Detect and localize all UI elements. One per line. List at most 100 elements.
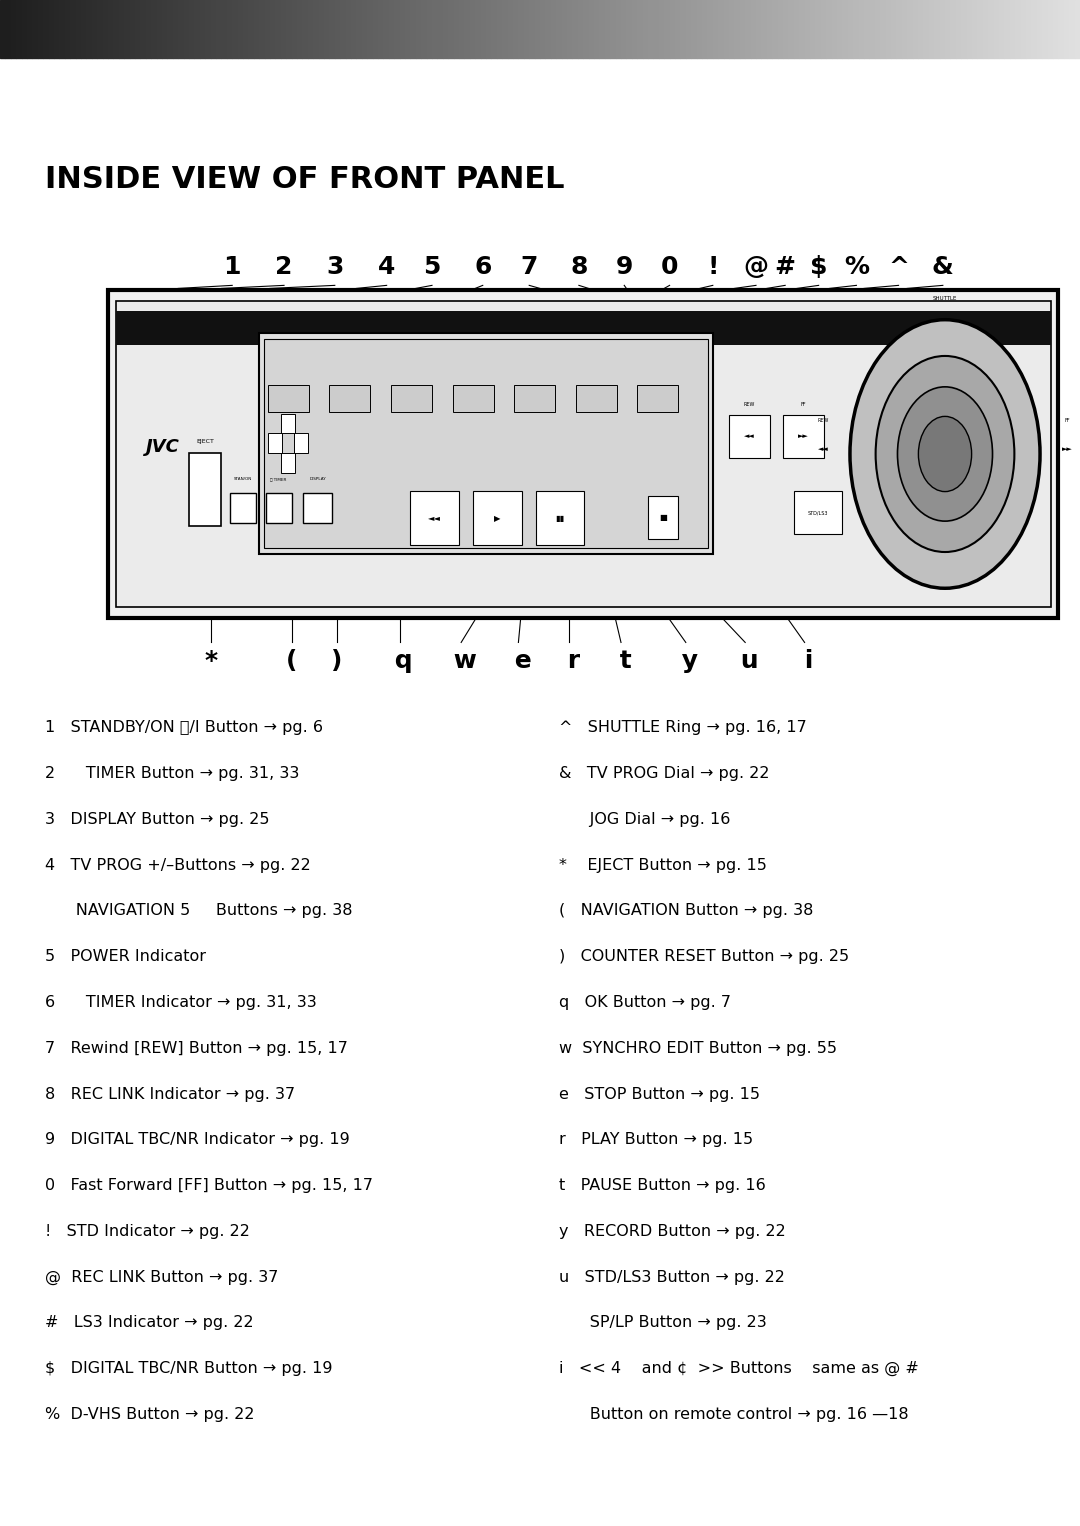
Bar — [670, 0, 675, 58]
Text: q: q — [387, 649, 413, 673]
Bar — [859, 0, 864, 58]
Text: ◄◄: ◄◄ — [818, 447, 828, 452]
Text: 7   Rewind [REW] Button → pg. 15, 17: 7 Rewind [REW] Button → pg. 15, 17 — [45, 1041, 348, 1056]
Bar — [842, 0, 848, 58]
Text: w  SYNCHRO EDIT Button → pg. 55: w SYNCHRO EDIT Button → pg. 55 — [559, 1041, 837, 1056]
Bar — [643, 0, 648, 58]
Bar — [637, 0, 643, 58]
Bar — [972, 0, 977, 58]
Bar — [194, 0, 200, 58]
Bar — [1058, 0, 1064, 58]
Bar — [508, 0, 513, 58]
Bar — [157, 0, 162, 58]
Bar — [103, 0, 108, 58]
Bar — [76, 0, 81, 58]
Bar — [610, 0, 616, 58]
Bar — [151, 0, 157, 58]
Bar — [535, 0, 540, 58]
Text: i: i — [796, 649, 813, 673]
Text: 5   POWER Indicator: 5 POWER Indicator — [45, 949, 206, 964]
Bar — [702, 0, 707, 58]
Bar — [832, 0, 837, 58]
Bar — [583, 0, 589, 58]
Bar — [913, 0, 918, 58]
Bar — [405, 0, 410, 58]
Bar — [967, 0, 972, 58]
Bar — [1026, 0, 1031, 58]
Text: 1: 1 — [224, 255, 241, 279]
Text: ■: ■ — [659, 513, 667, 522]
Bar — [502, 0, 508, 58]
Text: STAN/ON: STAN/ON — [234, 476, 252, 481]
Bar — [616, 0, 621, 58]
Bar — [923, 0, 929, 58]
Text: y   RECORD Button → pg. 22: y RECORD Button → pg. 22 — [559, 1224, 786, 1239]
Bar — [497, 0, 502, 58]
Bar — [945, 0, 950, 58]
Text: 6      TIMER Indicator → pg. 31, 33: 6 TIMER Indicator → pg. 31, 33 — [45, 995, 318, 1010]
Bar — [1021, 0, 1026, 58]
Bar — [751, 0, 756, 58]
Bar — [556, 0, 562, 58]
Bar — [416, 0, 421, 58]
Bar — [707, 0, 713, 58]
Bar — [805, 0, 810, 58]
Bar — [410, 0, 416, 58]
Bar — [632, 0, 637, 58]
Text: ▶: ▶ — [494, 514, 501, 522]
Bar — [394, 0, 400, 58]
Text: !   STD Indicator → pg. 22: ! STD Indicator → pg. 22 — [45, 1224, 251, 1239]
Bar — [956, 0, 961, 58]
Bar — [173, 0, 178, 58]
Bar — [1010, 0, 1015, 58]
Bar — [626, 0, 632, 58]
Bar — [470, 0, 475, 58]
Bar — [513, 0, 518, 58]
Text: 8   REC LINK Indicator → pg. 37: 8 REC LINK Indicator → pg. 37 — [45, 1087, 296, 1102]
Bar — [65, 0, 70, 58]
Text: &: & — [932, 255, 954, 279]
Bar — [934, 0, 940, 58]
Bar — [529, 0, 535, 58]
Bar — [189, 453, 221, 526]
Bar — [281, 0, 286, 58]
Bar — [266, 493, 292, 523]
Bar — [146, 0, 151, 58]
Bar — [621, 0, 626, 58]
Bar — [427, 0, 432, 58]
Text: FF: FF — [1064, 418, 1070, 424]
Circle shape — [897, 388, 993, 522]
Text: (   NAVIGATION Button → pg. 38: ( NAVIGATION Button → pg. 38 — [559, 903, 814, 919]
Bar — [22, 0, 27, 58]
Bar — [421, 0, 427, 58]
Bar — [362, 0, 367, 58]
Bar — [475, 0, 481, 58]
Bar — [572, 0, 578, 58]
Bar — [653, 0, 659, 58]
Bar — [178, 0, 184, 58]
Bar — [43, 0, 49, 58]
Bar — [329, 0, 335, 58]
Bar — [119, 0, 124, 58]
Bar — [373, 0, 378, 58]
Bar — [637, 385, 678, 412]
Bar — [783, 0, 788, 58]
Bar — [473, 491, 522, 545]
Text: 5: 5 — [423, 255, 441, 279]
Text: 9: 9 — [616, 255, 633, 279]
Bar — [281, 414, 295, 433]
Bar — [853, 0, 859, 58]
Bar — [869, 0, 875, 58]
Bar — [950, 0, 956, 58]
Bar — [740, 0, 745, 58]
Bar — [92, 0, 97, 58]
Text: %  D-VHS Button → pg. 22: % D-VHS Button → pg. 22 — [45, 1407, 255, 1422]
Bar — [329, 385, 370, 412]
Text: DISPLAY: DISPLAY — [309, 476, 326, 481]
Text: 3   DISPLAY Button → pg. 25: 3 DISPLAY Button → pg. 25 — [45, 812, 270, 827]
Bar — [264, 339, 708, 548]
Bar — [729, 0, 734, 58]
Bar — [545, 0, 551, 58]
Bar — [324, 0, 329, 58]
Bar — [1075, 0, 1080, 58]
